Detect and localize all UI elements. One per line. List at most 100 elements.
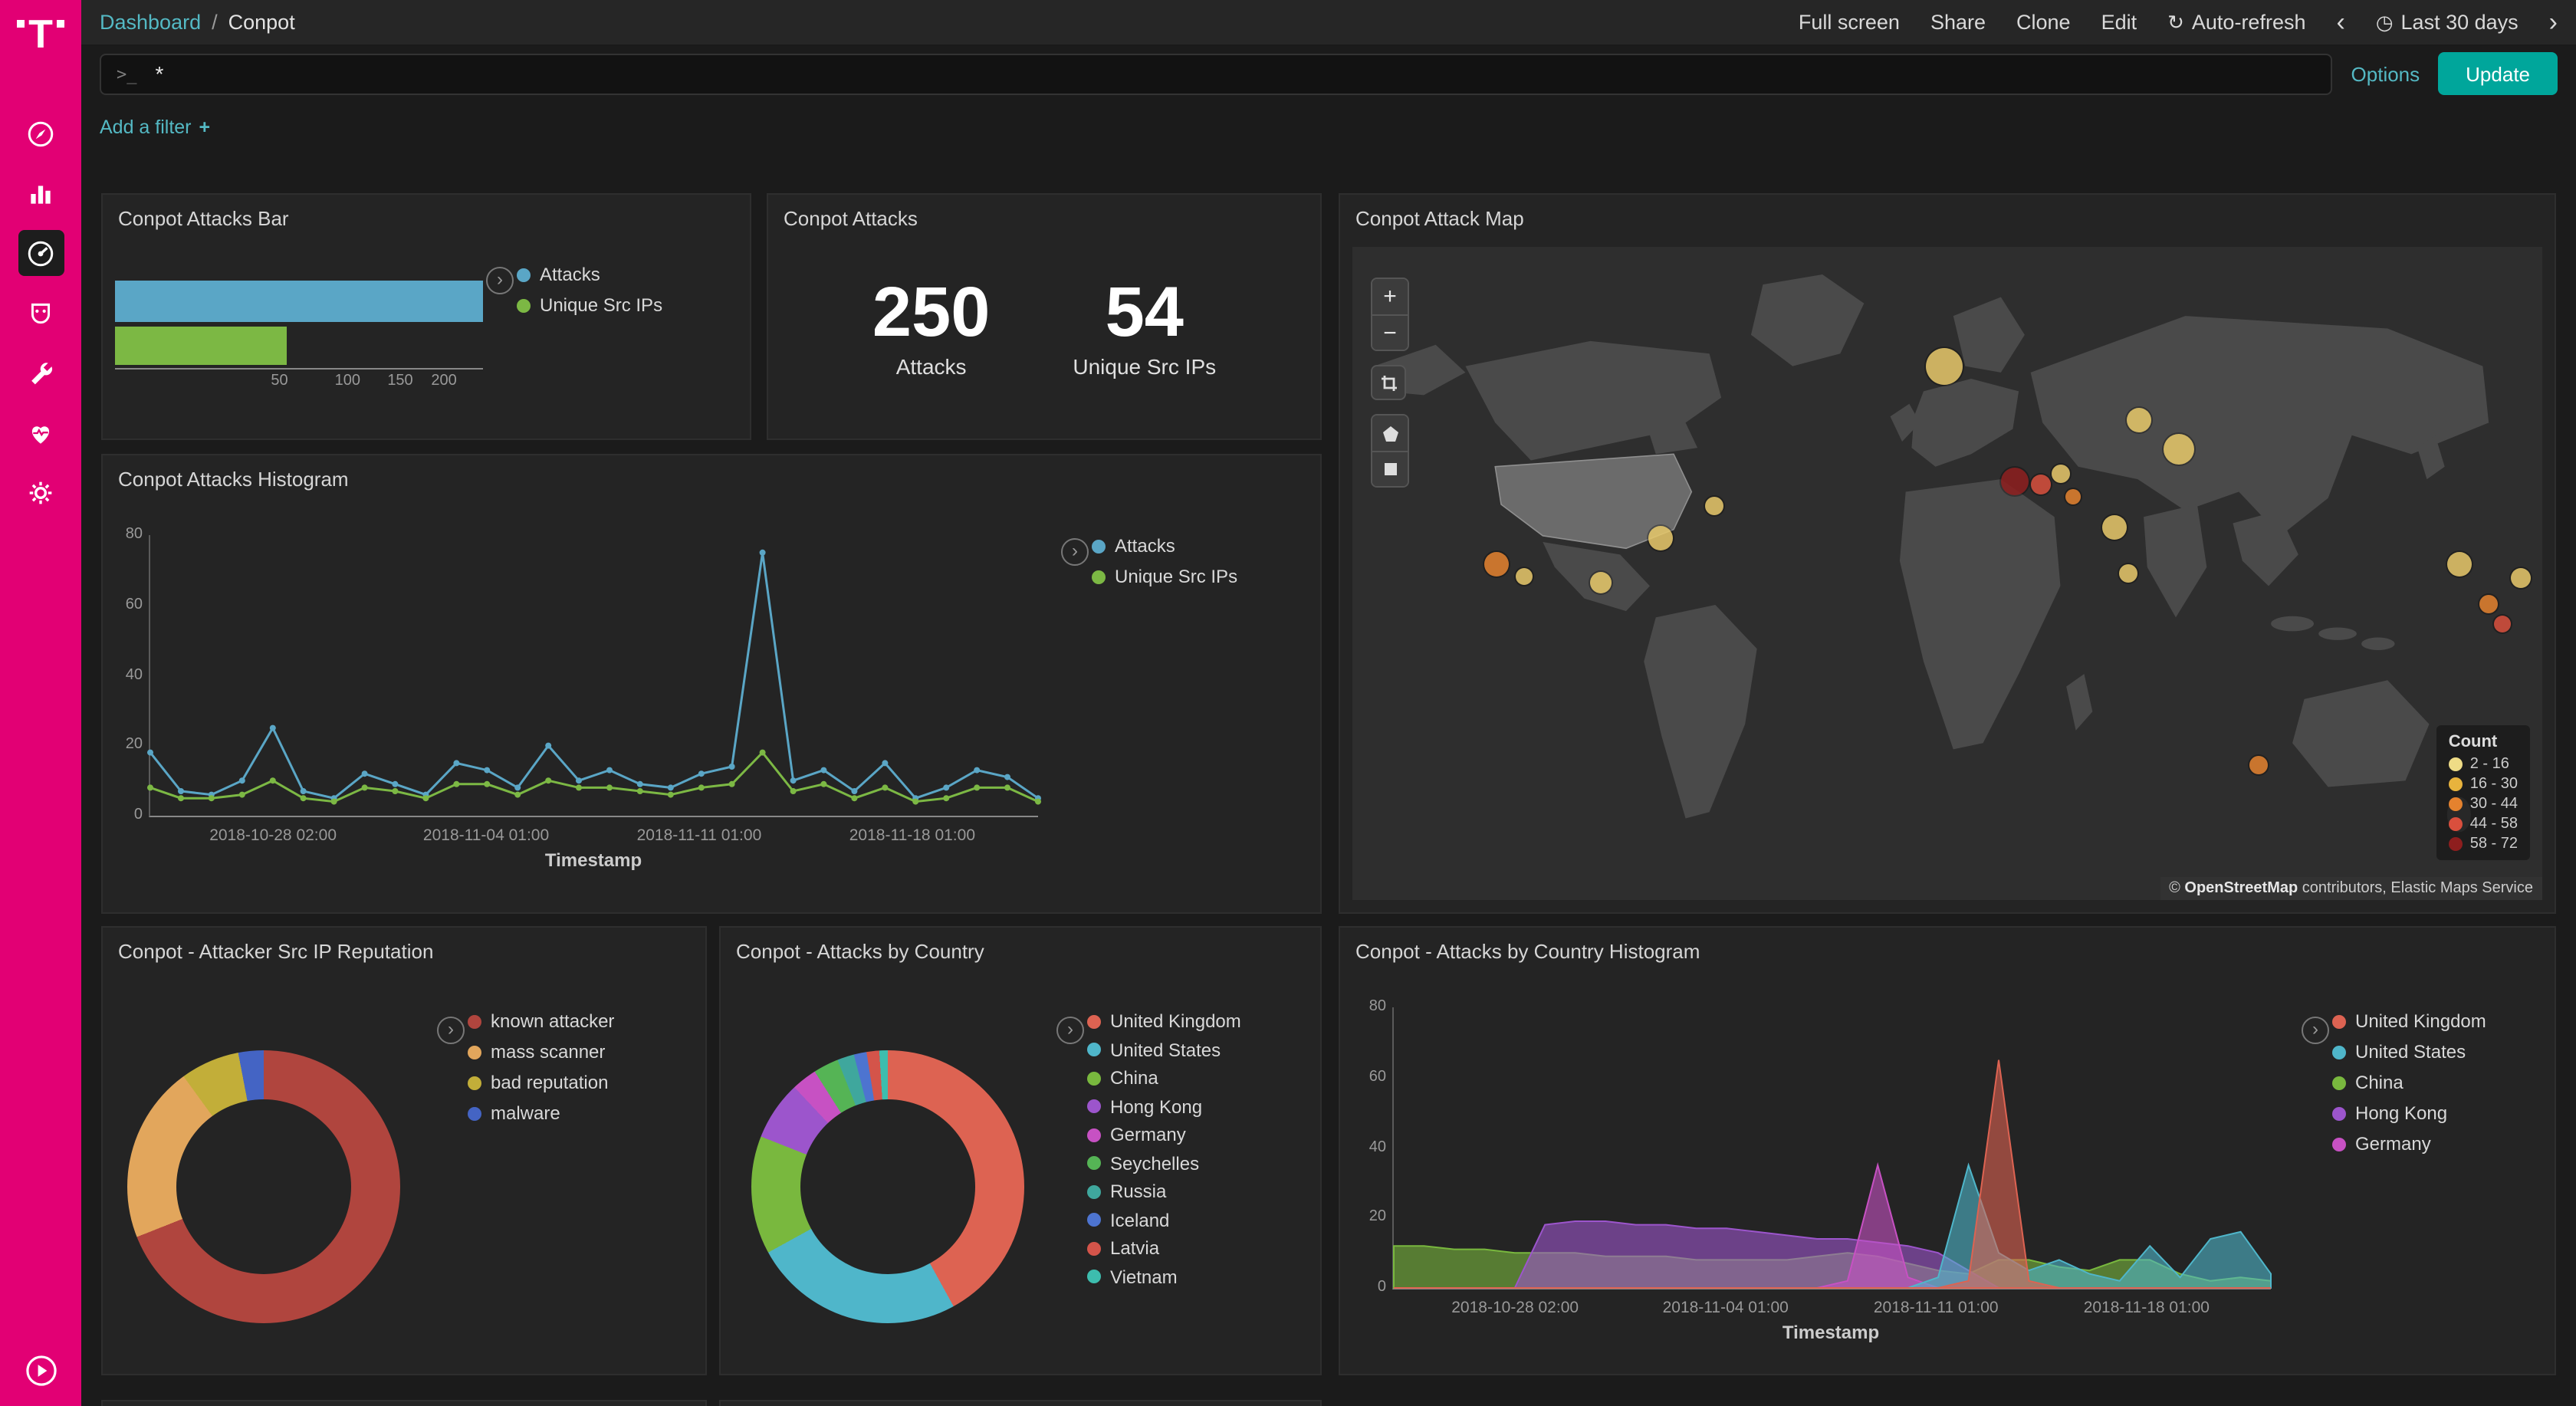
metric-unique-src-ips: 54 Unique Src IPs [1073, 276, 1216, 379]
sidebar-item-visualize[interactable] [18, 170, 64, 216]
sidebar-item-settings[interactable] [18, 469, 64, 515]
legend-item[interactable]: Hong Kong [2332, 1102, 2486, 1124]
attack-location-marker[interactable] [2001, 468, 2029, 496]
attack-location-marker[interactable] [2479, 595, 2499, 614]
time-forward-button[interactable]: › [2548, 8, 2558, 37]
add-filter-link[interactable]: Add a filter + [100, 117, 210, 138]
panel-attacks-metric: Conpot Attacks 250 Attacks 54 Unique Src… [767, 193, 1322, 440]
legend-item[interactable]: United States [2332, 1041, 2486, 1063]
attack-location-marker[interactable] [2030, 475, 2051, 495]
fit-bounds-button[interactable] [1371, 365, 1406, 400]
donut-chart-country[interactable] [751, 1050, 1024, 1323]
sidebar-item-tools[interactable] [18, 350, 64, 396]
legend-item[interactable]: Iceland [1087, 1209, 1241, 1230]
attack-location-marker[interactable] [1590, 571, 1612, 593]
edit-button[interactable]: Edit [2101, 11, 2137, 34]
full-screen-button[interactable]: Full screen [1798, 11, 1900, 34]
legend-label: Latvia [1110, 1237, 1160, 1259]
draw-rectangle-button[interactable] [1372, 451, 1408, 486]
update-button[interactable]: Update [2438, 52, 2558, 95]
zoom-out-button[interactable]: − [1372, 314, 1408, 350]
legend-item[interactable]: United Kingdom [1087, 1010, 1241, 1032]
collapse-nav-button[interactable] [18, 1348, 64, 1394]
panel-partial [719, 1400, 1322, 1406]
attack-location-marker[interactable] [2163, 434, 2194, 465]
legend-item[interactable]: bad reputation [468, 1072, 614, 1093]
attack-location-marker[interactable] [2118, 563, 2137, 583]
donut-chart-reputation[interactable] [127, 1050, 400, 1323]
legend-item[interactable]: Russia [1087, 1181, 1241, 1202]
line-chart[interactable] [147, 535, 1041, 817]
legend-label: Attacks [1115, 535, 1175, 557]
sidebar-item-dashboard[interactable] [18, 230, 64, 276]
breadcrumb-dashboard-link[interactable]: Dashboard [100, 11, 202, 34]
telekom-logo[interactable]: T [0, 0, 81, 54]
sidebar-item-devtools[interactable] [18, 290, 64, 336]
panel-title: Conpot - Attacker Src IP Reputation [118, 940, 434, 963]
logo-dot [57, 20, 65, 28]
legend-toggle-icon[interactable] [2302, 1017, 2329, 1044]
attack-location-marker[interactable] [2493, 616, 2511, 633]
legend-item[interactable]: Unique Src IPs [517, 294, 662, 316]
bar-unique-src-ips[interactable] [115, 327, 287, 365]
world-map-layer [1373, 274, 2489, 833]
legend-toggle-icon[interactable] [1056, 1017, 1084, 1044]
query-input[interactable] [152, 60, 2316, 87]
legend-item[interactable]: 58 - 72 [2448, 836, 2518, 852]
sidebar-item-discover[interactable] [18, 110, 64, 156]
attack-location-marker[interactable] [1925, 347, 1963, 385]
attack-location-marker[interactable] [2249, 756, 2269, 775]
legend-item[interactable]: known attacker [468, 1010, 614, 1032]
attack-location-marker[interactable] [1515, 567, 1533, 585]
legend-item[interactable]: China [2332, 1072, 2486, 1093]
draw-polygon-button[interactable] [1372, 416, 1408, 451]
share-button[interactable]: Share [1930, 11, 1986, 34]
attack-location-marker[interactable] [1648, 526, 1673, 551]
legend-item[interactable]: Germany [2332, 1133, 2486, 1155]
sidebar-item-monitoring[interactable] [18, 409, 64, 455]
legend-item[interactable]: malware [468, 1102, 614, 1124]
discover-icon [28, 120, 54, 146]
legend-item[interactable]: Seychelles [1087, 1152, 1241, 1174]
legend-dot-icon [468, 1045, 481, 1059]
legend-item[interactable]: 30 - 44 [2448, 796, 2518, 813]
legend-item[interactable]: 16 - 30 [2448, 776, 2518, 793]
legend-item[interactable]: United States [1087, 1039, 1241, 1060]
legend-item[interactable]: United Kingdom [2332, 1010, 2486, 1032]
attack-location-marker[interactable] [2126, 407, 2151, 432]
bar-attacks[interactable] [115, 281, 483, 322]
attack-location-marker[interactable] [1704, 496, 1723, 515]
legend-item[interactable]: mass scanner [468, 1041, 614, 1063]
area-chart[interactable] [1392, 1007, 2272, 1289]
zoom-controls: + − [1371, 278, 1409, 351]
legend-toggle-icon[interactable] [437, 1017, 465, 1044]
attack-location-marker[interactable] [2065, 489, 2082, 505]
legend-toggle-icon[interactable] [486, 267, 514, 294]
map-controls: + − [1371, 278, 1409, 488]
openstreetmap-link[interactable]: OpenStreetMap [2184, 880, 2298, 897]
legend-item[interactable]: Germany [1087, 1124, 1241, 1145]
legend-item[interactable]: 44 - 58 [2448, 816, 2518, 833]
legend-item[interactable]: Unique Src IPs [1092, 566, 1237, 587]
legend-item[interactable]: Attacks [517, 264, 662, 285]
attack-location-marker[interactable] [2447, 552, 2472, 577]
query-input-container[interactable]: >_ [100, 53, 2333, 94]
options-link[interactable]: Options [2351, 62, 2420, 85]
time-picker-button[interactable]: ◷ Last 30 days [2376, 10, 2518, 34]
time-back-button[interactable]: ‹ [2336, 8, 2345, 37]
world-map[interactable]: + − Count 2 - 16 16 - 30 30 - 44 44 - [1352, 247, 2542, 900]
attack-location-marker[interactable] [2051, 464, 2070, 483]
legend-item[interactable]: Vietnam [1087, 1266, 1241, 1287]
legend-item[interactable]: Latvia [1087, 1237, 1241, 1259]
legend-item[interactable]: Attacks [1092, 535, 1237, 557]
attack-location-marker[interactable] [2102, 514, 2128, 540]
legend-item[interactable]: China [1087, 1067, 1241, 1089]
attack-location-marker[interactable] [1484, 552, 1509, 577]
clone-button[interactable]: Clone [2016, 11, 2071, 34]
attack-location-marker[interactable] [2511, 567, 2532, 588]
zoom-in-button[interactable]: + [1372, 279, 1408, 314]
auto-refresh-button[interactable]: ↻ Auto-refresh [2167, 10, 2305, 34]
legend-toggle-icon[interactable] [1061, 538, 1089, 566]
legend-item[interactable]: 2 - 16 [2448, 756, 2518, 773]
legend-item[interactable]: Hong Kong [1087, 1096, 1241, 1117]
